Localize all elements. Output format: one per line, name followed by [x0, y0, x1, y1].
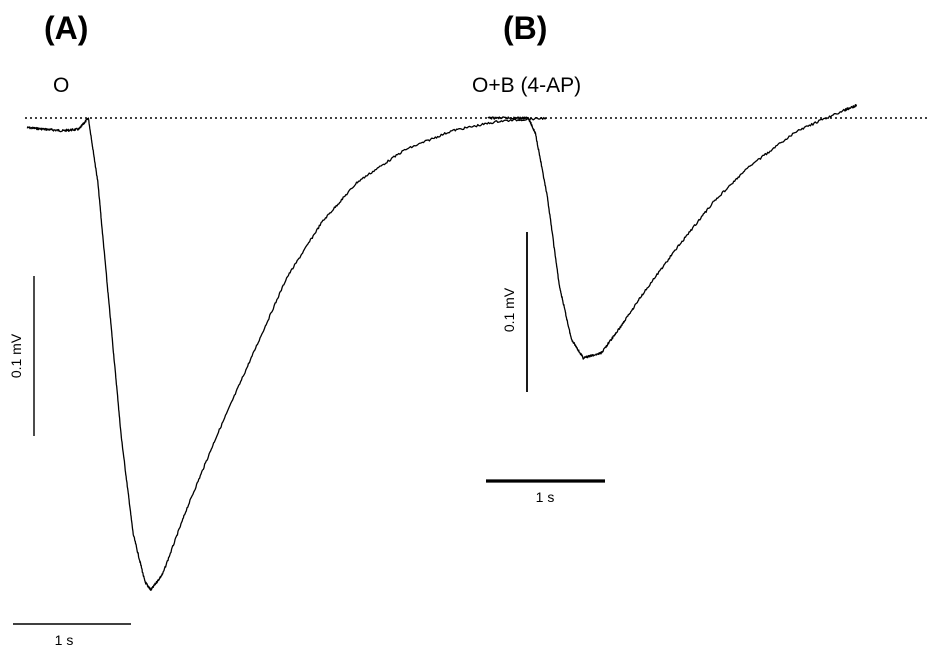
panel-a-letter: (A): [44, 10, 89, 46]
trace-o-b-4ap-line: [487, 104, 858, 360]
panel-b-voltage-scale-label: 0.1 mV: [501, 287, 517, 332]
panel-b-letter: (B): [503, 10, 548, 46]
trace-group: [26, 104, 858, 591]
panel-b-time-scale-label: 1 s: [536, 489, 555, 505]
panel-a-voltage-scale-label: 0.1 mV: [8, 333, 24, 378]
panel-b-condition-label: O+B (4-AP): [472, 74, 582, 97]
panel-a-time-scale-label: 1 s: [55, 632, 74, 648]
panel-a-condition-label: O: [53, 74, 70, 97]
trace-o-line: [26, 116, 547, 591]
